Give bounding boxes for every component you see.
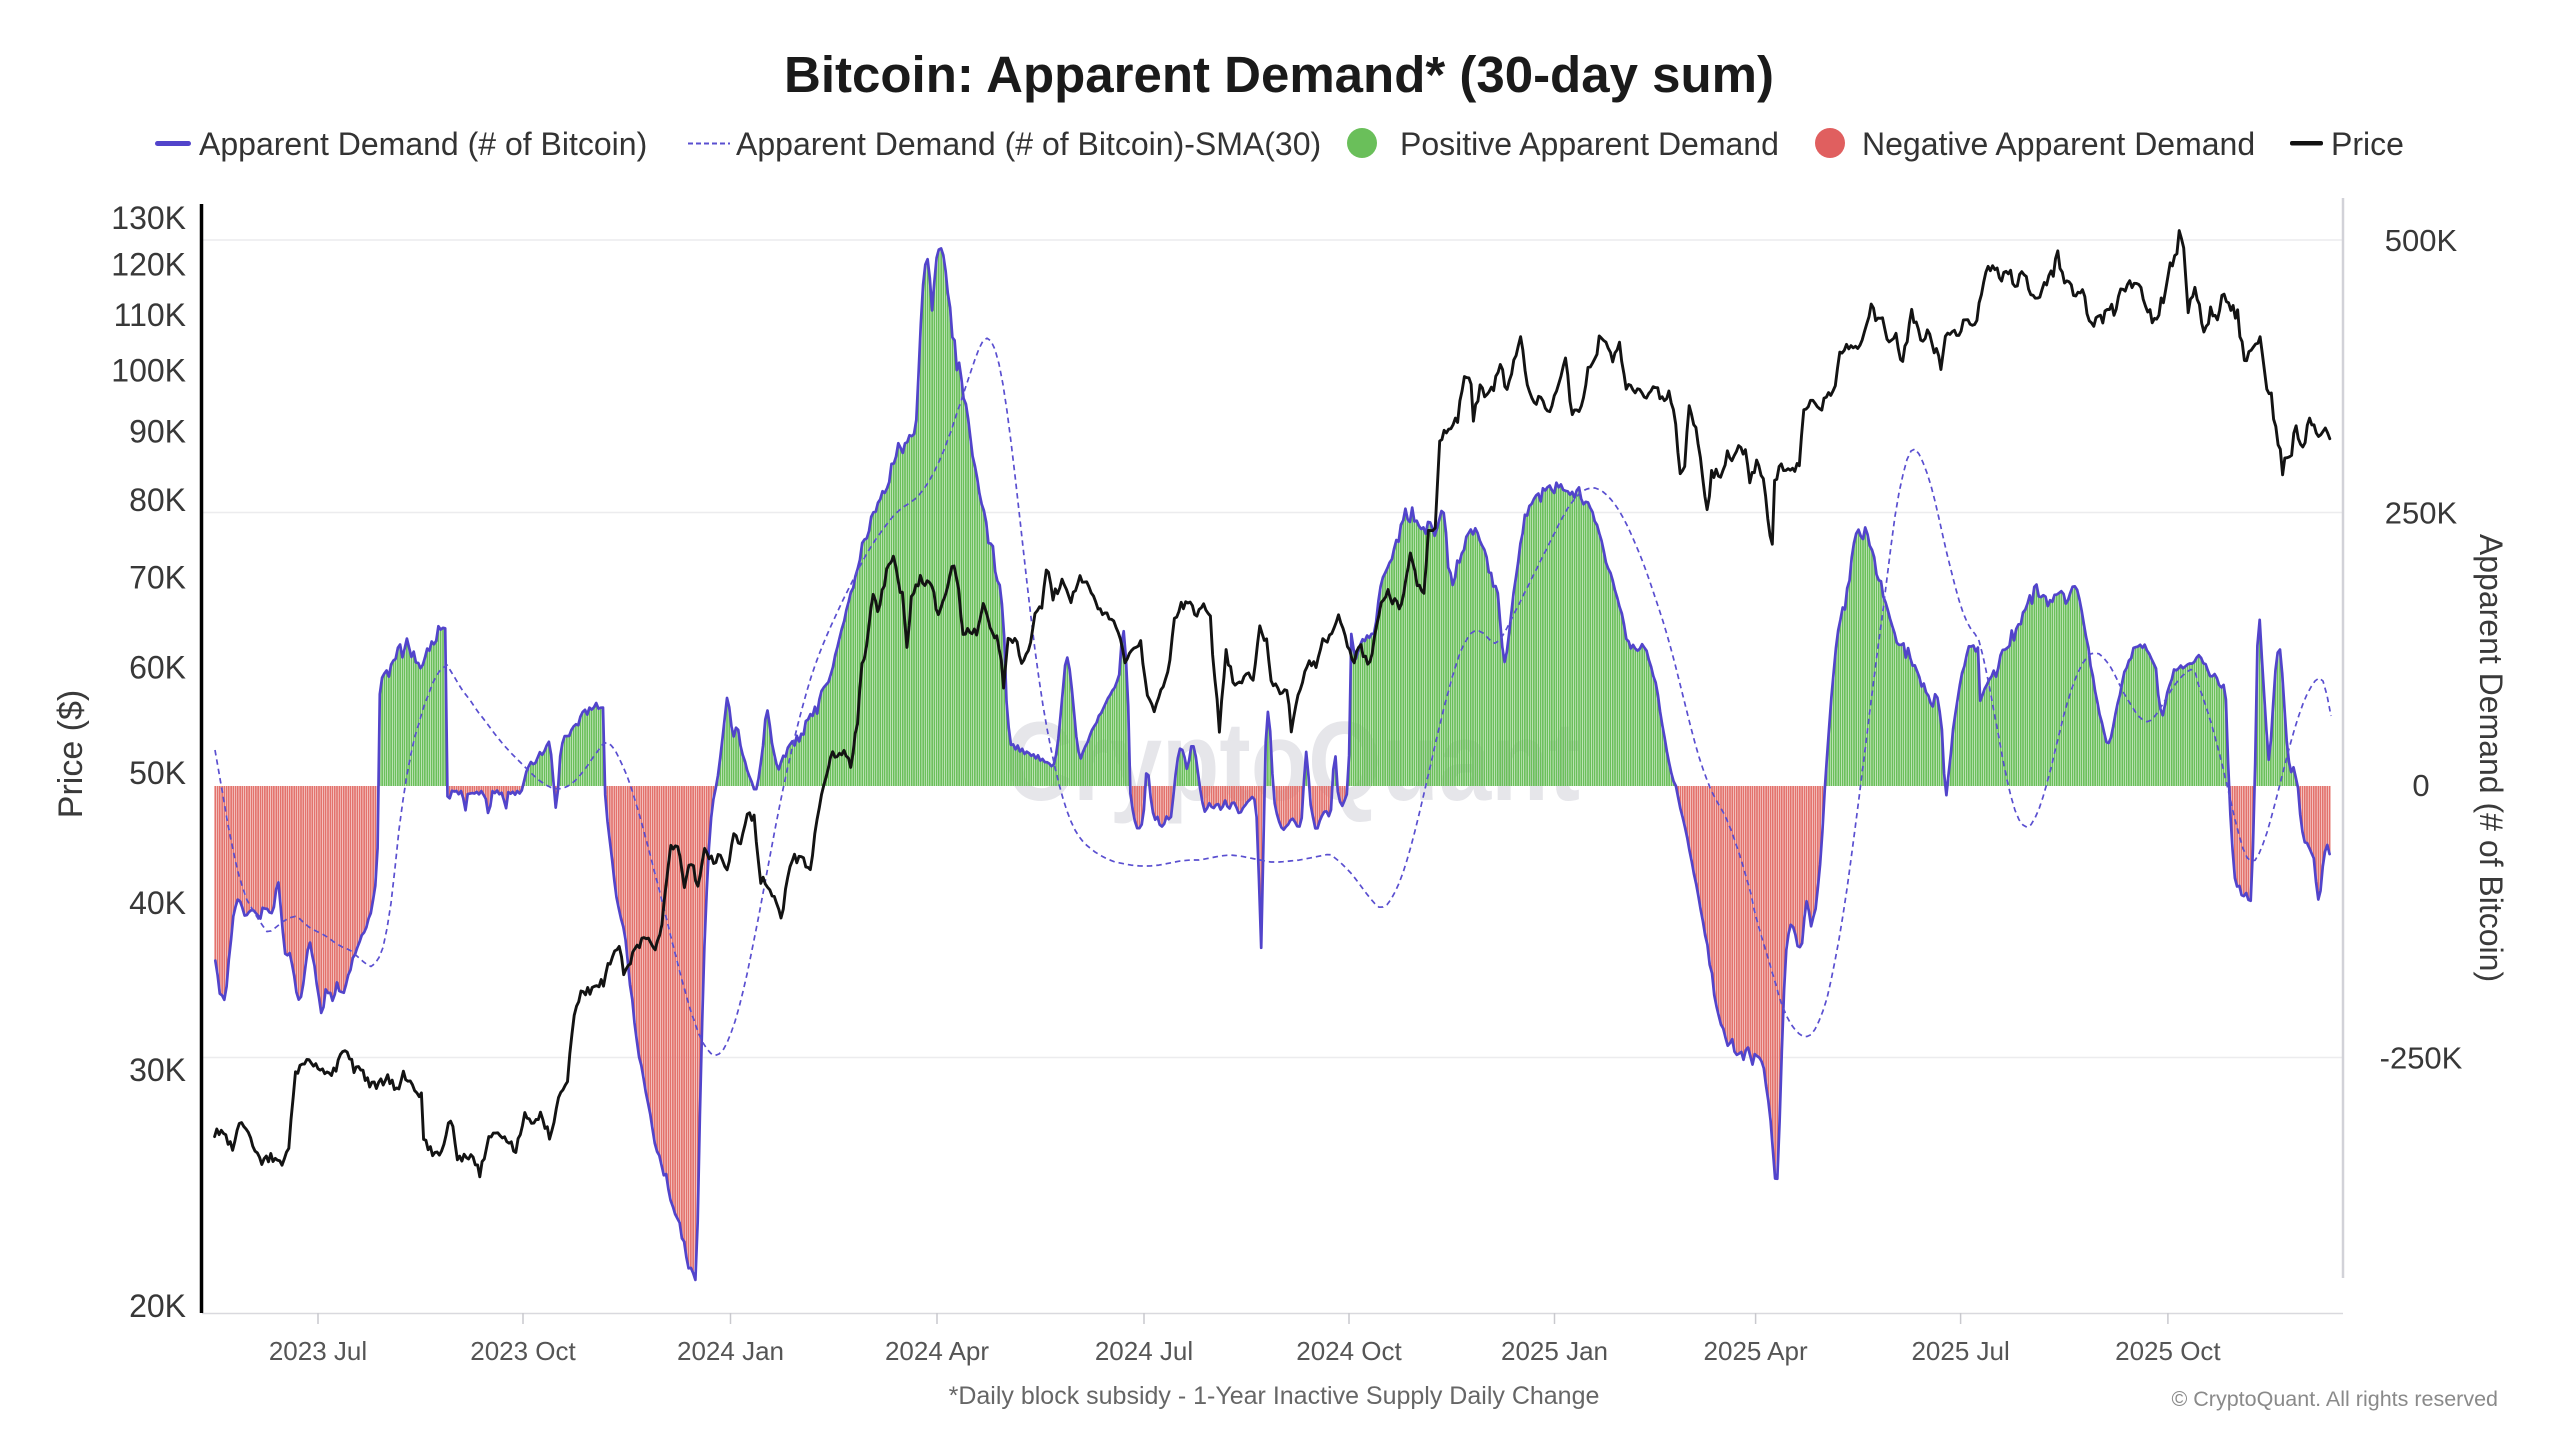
svg-text:2024 Oct: 2024 Oct: [1296, 1336, 1402, 1366]
svg-text:100K: 100K: [111, 352, 186, 388]
svg-text:2023 Jul: 2023 Jul: [269, 1336, 367, 1366]
svg-text:2025 Oct: 2025 Oct: [2115, 1336, 2221, 1366]
svg-text:40K: 40K: [129, 885, 186, 921]
svg-text:20K: 20K: [129, 1288, 186, 1324]
svg-text:Positive Apparent Demand: Positive Apparent Demand: [1400, 126, 1779, 162]
svg-text:2024 Jan: 2024 Jan: [677, 1336, 784, 1366]
svg-text:2024 Jul: 2024 Jul: [1095, 1336, 1193, 1366]
svg-text:Apparent Demand (# of Bitcoin): Apparent Demand (# of Bitcoin): [199, 126, 647, 162]
svg-text:Negative Apparent Demand: Negative Apparent Demand: [1862, 126, 2255, 162]
svg-text:2025 Apr: 2025 Apr: [1704, 1336, 1808, 1366]
svg-text:50K: 50K: [129, 755, 186, 791]
svg-text:-250K: -250K: [2380, 1041, 2463, 1076]
svg-text:0: 0: [2412, 768, 2429, 803]
svg-text:70K: 70K: [129, 560, 186, 596]
svg-text:500K: 500K: [2385, 223, 2458, 258]
svg-text:30K: 30K: [129, 1052, 186, 1088]
svg-text:2025 Jul: 2025 Jul: [1911, 1336, 2009, 1366]
svg-text:Apparent Demand (# of Bitcoin): Apparent Demand (# of Bitcoin)-SMA(30): [736, 126, 1321, 162]
svg-text:© CryptoQuant. All rights rese: © CryptoQuant. All rights reserved: [2171, 1387, 2498, 1411]
svg-text:Price ($): Price ($): [52, 690, 90, 818]
svg-text:90K: 90K: [129, 414, 186, 450]
svg-text:60K: 60K: [129, 649, 186, 685]
svg-text:80K: 80K: [129, 482, 186, 518]
svg-text:Bitcoin: Apparent Demand* (30-: Bitcoin: Apparent Demand* (30-day sum): [784, 46, 1774, 103]
svg-text:2024 Apr: 2024 Apr: [885, 1336, 989, 1366]
svg-text:Apparent Demand (# of Bitcoin): Apparent Demand (# of Bitcoin): [2473, 534, 2509, 982]
svg-text:2023 Oct: 2023 Oct: [470, 1336, 576, 1366]
svg-text:*Daily block subsidy - 1-Year: *Daily block subsidy - 1-Year Inactive S…: [949, 1382, 1600, 1410]
svg-text:Price: Price: [2331, 126, 2404, 162]
svg-text:110K: 110K: [114, 297, 186, 333]
svg-text:120K: 120K: [111, 246, 186, 282]
svg-text:250K: 250K: [2385, 496, 2458, 531]
svg-text:130K: 130K: [111, 200, 186, 236]
svg-text:2025 Jan: 2025 Jan: [1501, 1336, 1608, 1366]
